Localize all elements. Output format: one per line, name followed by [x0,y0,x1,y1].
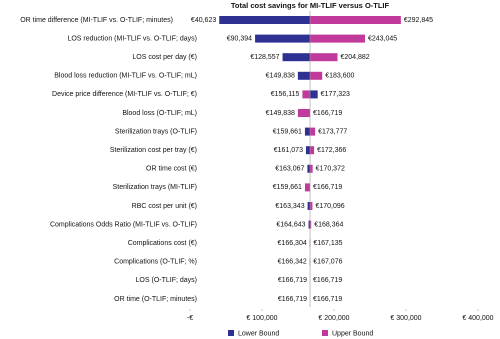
category-label: OR time cost (€) [146,166,197,173]
value-label: €164,643 [276,221,305,228]
category-label: OR time difference (MI-TLIF vs. O-TLIF; … [20,17,173,24]
category-label: Sterilization trays (MI-TLIF) [113,184,197,191]
category-label: Blood loss (O-TLIF; mL) [122,110,197,117]
x-tick-label: € 100,000 [246,315,277,322]
category-label: LOS cost per day (€) [132,54,197,61]
value-label: €170,372 [316,166,345,173]
value-label: €40,623 [191,17,216,24]
value-label: €177,323 [321,91,350,98]
bar [310,164,313,173]
category-label: LOS reduction (MI-TLIF vs. O-TLIF; days) [67,35,197,42]
bar [310,220,312,229]
x-tick-label: € 400,000 [462,315,493,322]
x-tick-label: € 300,000 [390,315,421,322]
legend-swatch [322,330,328,336]
bar [304,183,311,192]
category-label: Blood loss reduction (MI-TLIF vs. O-TLIF… [54,73,197,80]
bar [305,146,311,155]
legend-label: Upper Bound [332,330,373,337]
value-label: €166,719 [313,277,342,284]
value-label: €166,719 [313,110,342,117]
legend-label: Lower Bound [238,330,279,337]
category-label: Complications cost (€) [128,240,197,247]
bar [255,34,311,43]
bar [282,53,311,62]
x-tick-label: € 200,000 [318,315,349,322]
bar [310,16,401,24]
chart-title: Total cost savings for MI-TLIF versus O-… [231,1,390,10]
bar [307,202,311,210]
value-label: €156,115 [271,91,300,98]
value-label: €90,394 [227,35,252,42]
value-label: €170,096 [315,203,344,210]
bar [310,71,323,80]
bar [302,90,311,99]
bar [304,127,311,136]
value-label: €166,719 [278,296,307,303]
value-label: €168,364 [314,221,343,228]
bar [307,164,311,173]
value-label: €292,845 [404,17,433,24]
bar [310,90,318,99]
value-label: €243,045 [368,35,397,42]
value-label: €166,304 [278,240,307,247]
category-label: Sterilization cost per tray (€) [110,147,197,154]
category-label: Device price difference (MI-TLIF vs. O-T… [52,91,197,98]
value-label: €149,838 [266,73,295,80]
value-label: €167,076 [313,259,342,266]
category-label: LOS (O-TLIF; days) [136,277,197,284]
value-label: €166,719 [313,296,342,303]
bar [308,220,311,229]
bar [297,109,311,117]
x-tick-label: -€ [187,315,193,322]
value-label: €173,777 [318,128,347,135]
category-label: OR time (O-TLIF; minutes) [114,296,197,303]
value-label: €161,073 [274,147,303,154]
value-label: €166,719 [313,184,342,191]
bar [310,127,316,136]
legend-swatch [228,330,234,336]
value-label: €163,067 [275,166,304,173]
bar [310,34,365,43]
bar [310,146,315,155]
value-label: €128,557 [250,54,279,61]
value-label: €166,719 [278,277,307,284]
value-label: €163,343 [275,203,304,210]
category-label: Sterilization trays (O-TLIF) [115,128,197,135]
value-label: €159,661 [273,184,302,191]
category-label: RBC cost per unit (€) [132,203,197,210]
value-label: €204,882 [341,54,370,61]
value-label: €172,366 [317,147,346,154]
bar [219,16,311,24]
category-label: Complications Odds Ratio (MI-TLIF vs. O-… [50,221,197,228]
bar [310,202,313,210]
value-label: €159,661 [273,128,302,135]
bar [297,71,311,80]
category-label: Complications (O-TLIF; %) [114,259,197,266]
value-label: €149,838 [266,110,295,117]
value-label: €166,342 [278,259,307,266]
bar [310,53,338,62]
value-label: €167,135 [313,240,342,247]
value-label: €183,600 [325,73,354,80]
